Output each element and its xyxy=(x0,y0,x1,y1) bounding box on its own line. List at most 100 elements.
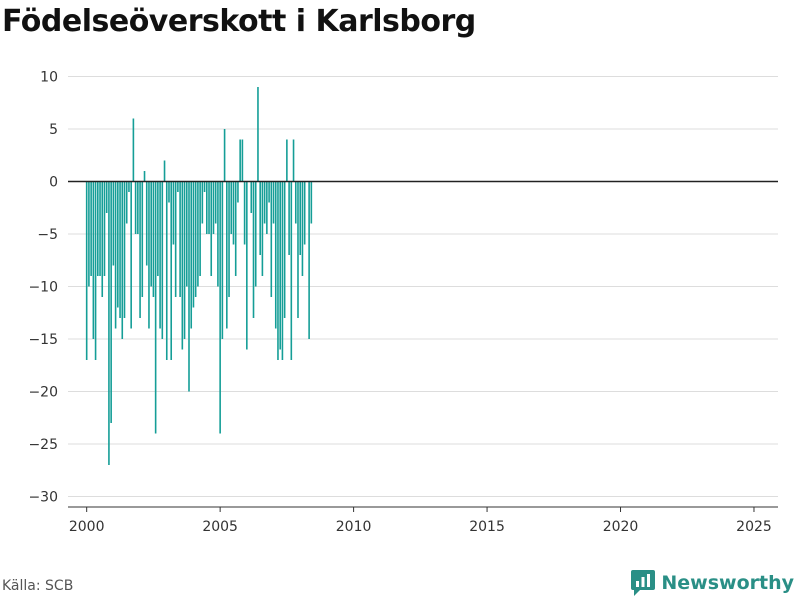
y-tick-label: 0 xyxy=(49,175,58,191)
bar xyxy=(272,181,275,224)
bar xyxy=(230,181,233,234)
bar xyxy=(203,181,206,192)
bar xyxy=(237,181,239,203)
bar xyxy=(257,87,259,182)
bar xyxy=(206,181,208,234)
bar xyxy=(239,139,241,182)
bar xyxy=(119,181,121,318)
bar xyxy=(279,181,281,350)
bar xyxy=(181,181,184,350)
bar xyxy=(226,181,228,329)
bar xyxy=(185,181,188,287)
bar xyxy=(268,181,270,203)
bar xyxy=(85,181,88,360)
bar xyxy=(170,181,173,360)
bar xyxy=(221,181,224,339)
bar xyxy=(88,181,90,287)
bar xyxy=(263,181,266,224)
x-tick-label: 2000 xyxy=(69,519,105,535)
bar xyxy=(234,181,237,276)
y-tick-label: −25 xyxy=(28,437,58,453)
bar xyxy=(117,181,119,308)
y-tick-label: 5 xyxy=(49,122,58,138)
x-tick-label: 2025 xyxy=(736,519,772,535)
bar xyxy=(152,181,155,297)
bar xyxy=(283,181,286,318)
bar xyxy=(157,181,159,276)
bar xyxy=(194,181,197,297)
y-tick-label: 10 xyxy=(40,70,58,86)
bar xyxy=(190,181,193,329)
bar xyxy=(188,181,190,392)
bar xyxy=(210,181,213,276)
bar xyxy=(128,181,130,192)
bar xyxy=(197,181,199,287)
bar xyxy=(277,181,279,360)
bar xyxy=(266,181,268,234)
bar xyxy=(130,181,132,329)
bar xyxy=(183,181,186,339)
bar xyxy=(299,181,302,255)
bar xyxy=(212,181,215,234)
x-tick-label: 2020 xyxy=(603,519,639,535)
bar xyxy=(303,181,306,245)
y-tick-label: −15 xyxy=(28,332,58,348)
gridlines xyxy=(68,76,778,497)
bar xyxy=(232,181,235,245)
bar xyxy=(214,181,217,224)
bar xyxy=(141,181,144,297)
bar xyxy=(223,129,226,182)
bar xyxy=(259,181,261,255)
x-tick-label: 2010 xyxy=(336,519,372,535)
bar xyxy=(208,181,210,234)
bar xyxy=(165,181,168,360)
brand-logo: Newsworthy xyxy=(631,570,794,596)
bar xyxy=(294,181,297,224)
bar xyxy=(292,139,295,182)
x-tick-label: 2015 xyxy=(469,519,505,535)
bar xyxy=(228,181,230,297)
bar xyxy=(143,171,146,182)
bar xyxy=(134,181,137,234)
bar xyxy=(301,181,304,276)
bar xyxy=(252,181,255,318)
source-note: Källa: SCB xyxy=(2,578,74,594)
brand-name: Newsworthy xyxy=(661,572,794,594)
bar xyxy=(161,181,164,339)
bar xyxy=(270,181,273,297)
bar xyxy=(132,118,135,182)
newsworthy-logo-icon xyxy=(631,570,656,596)
bars xyxy=(85,87,313,465)
bar xyxy=(174,181,177,297)
bar xyxy=(92,181,95,339)
bar xyxy=(121,181,124,339)
bar xyxy=(114,181,117,329)
bar xyxy=(94,181,97,360)
bar xyxy=(163,160,166,182)
bar xyxy=(201,181,204,224)
bar xyxy=(148,181,150,329)
bar xyxy=(105,181,108,213)
bar xyxy=(246,181,248,350)
bar xyxy=(286,139,288,182)
bar xyxy=(145,181,148,266)
bar xyxy=(254,181,257,287)
bar xyxy=(159,181,161,329)
bar xyxy=(250,181,253,213)
bar xyxy=(241,139,244,182)
bar xyxy=(310,181,313,224)
bar xyxy=(101,181,104,297)
bar xyxy=(154,181,157,434)
bar xyxy=(97,181,99,276)
bar xyxy=(137,181,139,234)
bar xyxy=(103,181,106,276)
bar xyxy=(217,181,219,287)
bar xyxy=(288,181,290,255)
bar xyxy=(90,181,92,276)
bar xyxy=(219,181,221,434)
bar xyxy=(199,181,201,276)
bar xyxy=(168,181,170,203)
bar xyxy=(261,181,264,276)
bar xyxy=(110,181,112,423)
